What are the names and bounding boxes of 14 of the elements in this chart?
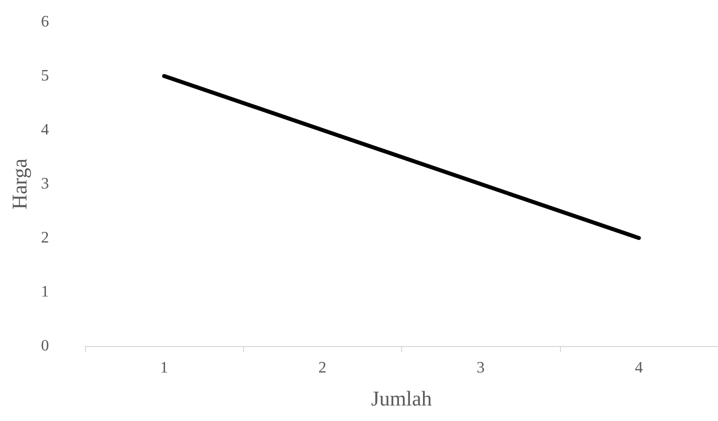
x-tick-label: 1 xyxy=(160,360,168,376)
y-axis-title: Harga xyxy=(8,158,32,210)
y-tick-label: 0 xyxy=(41,338,49,354)
y-tick-label: 2 xyxy=(41,230,49,246)
y-tick-label: 3 xyxy=(41,176,49,192)
y-tick-label: 5 xyxy=(41,68,49,84)
y-tick-label: 6 xyxy=(41,14,49,30)
y-tick-label: 1 xyxy=(41,284,49,300)
x-tick-label: 4 xyxy=(634,360,643,376)
x-axis-title: Jumlah xyxy=(371,386,432,410)
x-tick-label: 2 xyxy=(318,360,326,376)
x-tick-label: 3 xyxy=(476,360,485,376)
y-tick-label: 4 xyxy=(41,122,49,138)
line-series xyxy=(162,74,641,240)
